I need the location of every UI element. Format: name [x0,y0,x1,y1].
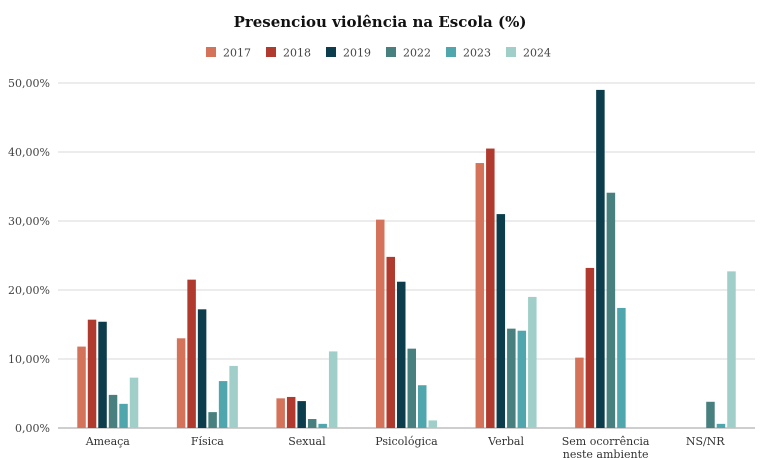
bar-2024 [428,420,437,428]
gridlines [58,82,755,429]
bar-2023 [617,307,626,428]
bar-group [475,148,537,429]
bar-2019 [397,281,406,428]
y-tick-label: 10,00% [8,353,50,366]
legend-swatch [446,47,456,57]
legend-label: 2018 [283,47,311,60]
bar-2022 [407,348,416,428]
bar-2017 [475,163,485,429]
bar-2023 [218,381,228,428]
legend-item-2019: 2019 [326,47,371,60]
legend-item-2017: 2017 [206,47,251,60]
bar-2023 [318,423,327,428]
bar-group [706,271,736,428]
x-tick-label: Física [191,435,224,448]
bar-2019 [496,214,506,428]
x-tick-label: Sem ocorrência neste ambiente [562,435,650,458]
x-axis: Ameaça Física Sexual Psicológica Verbal Sem o… [85,435,726,458]
bar-2018 [187,279,196,428]
bar-2022 [307,419,317,428]
y-tick-label: 30,00% [8,215,50,228]
legend-label: 2017 [223,47,251,60]
chart-title: Presenciou violência na Escola (%) [234,13,527,31]
bar-2017 [176,338,186,428]
legend-label: 2019 [343,47,371,60]
bar-group [77,319,139,428]
x-tick-label: NS/NR [686,435,725,448]
bar-2024 [328,351,338,428]
legend-swatch [206,47,216,57]
bar-2017 [276,398,285,428]
y-tick-label: 50,00% [8,77,50,90]
x-tick-label: Verbal [487,435,524,448]
legend-swatch [506,47,516,57]
bar-2019 [197,309,207,428]
bar-group [575,89,626,429]
bar-2018 [486,148,495,429]
bar-2024 [229,365,238,428]
bar-2022 [507,328,516,428]
x-tick-label: Sexual [288,435,326,448]
bar-2019 [297,401,306,428]
bars [77,89,736,429]
bar-2022 [706,401,715,428]
bar-2018 [386,256,395,428]
y-tick-label: 0,00% [15,422,50,435]
legend-item-2023: 2023 [446,47,491,60]
bar-2018 [286,396,296,428]
bar-2017 [575,357,584,428]
bar-2023 [418,385,427,428]
bar-2022 [208,412,217,428]
bar-2022 [108,394,118,428]
bar-2017 [376,219,385,428]
legend-item-2022: 2022 [386,47,431,60]
bar-group [376,219,437,428]
bar-2022 [606,192,616,428]
bar-2019 [596,89,605,429]
bar-2024 [129,377,139,428]
bar-2024 [727,271,736,428]
y-tick-label: 40,00% [8,146,50,159]
legend-swatch [326,47,336,57]
y-axis: 0,00% 10,00% 20,00% 30,00% 40,00% 50,00% [8,77,50,435]
bar-group [176,279,238,428]
legend-label: 2024 [523,47,551,60]
bar-2023 [517,330,527,428]
bar-group [276,351,338,428]
legend-swatch [386,47,396,57]
legend: 2017 2018 2019 2022 2023 2024 [206,47,551,60]
legend-label: 2022 [403,47,431,60]
x-tick-label: Psicológica [375,435,438,448]
legend-swatch [266,47,276,57]
legend-label: 2023 [463,47,491,60]
bar-2023 [716,423,726,428]
x-tick-label: Ameaça [85,435,131,448]
legend-item-2024: 2024 [506,47,551,60]
y-tick-label: 20,00% [8,284,50,297]
bar-2017 [77,346,86,428]
bar-2023 [119,403,128,428]
legend-item-2018: 2018 [266,47,311,60]
bar-2019 [98,321,107,428]
bar-2018 [585,267,595,428]
bar-2024 [528,296,537,428]
bar-2018 [87,319,97,428]
